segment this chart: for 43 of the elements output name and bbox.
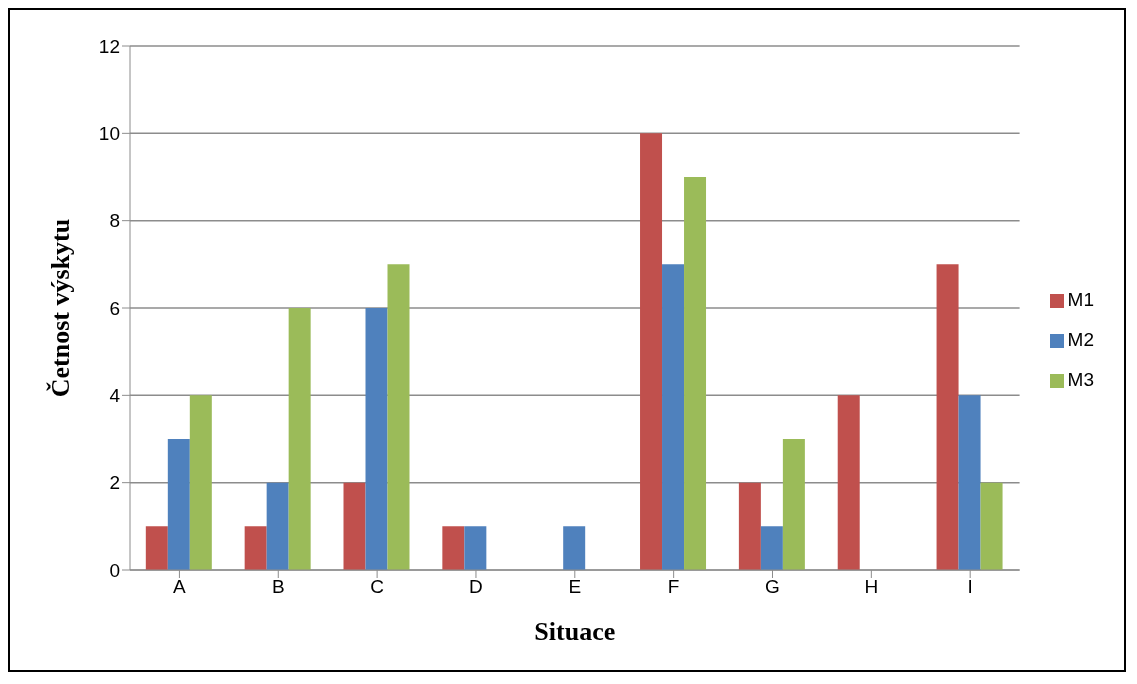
bar [343,482,366,570]
bar [145,526,168,570]
bar [387,264,410,570]
y-tick-label: 0 [109,559,120,581]
bar [980,482,1003,570]
x-tick-label: B [271,576,285,598]
bar [684,177,707,570]
legend-label: M1 [1067,289,1094,310]
bar [837,395,860,570]
bar [760,526,783,570]
legend-label: M2 [1067,329,1094,350]
y-tick-label: 2 [109,472,120,494]
y-tick-label: 8 [109,210,120,232]
bar [563,526,586,570]
x-tick-label: F [667,576,680,598]
bar [464,526,487,570]
y-axis-title: Četnost výskytu [46,218,76,398]
x-tick-label: A [173,576,187,598]
bar [640,133,663,570]
bar [958,395,981,570]
x-tick-label: C [370,576,384,598]
y-tick-label: 12 [98,35,120,57]
bar [738,482,761,570]
x-tick-label: G [765,576,780,598]
bar [782,439,805,570]
bar [244,526,267,570]
bar [442,526,465,570]
bar [662,264,685,570]
x-tick-label: H [864,576,879,598]
bar [266,482,289,570]
bar [167,439,190,570]
y-tick-label: 4 [109,385,121,407]
x-tick-label: I [967,576,973,598]
legend-label: M3 [1067,369,1094,390]
bar [288,308,311,570]
bar [189,395,212,570]
x-tick-label: E [568,576,582,598]
x-tick-label: D [469,576,483,598]
y-tick-label: 10 [98,123,120,145]
bar [365,308,388,570]
bar [936,264,959,570]
x-axis-title: Situace [534,617,616,646]
y-tick-label: 6 [109,297,120,319]
